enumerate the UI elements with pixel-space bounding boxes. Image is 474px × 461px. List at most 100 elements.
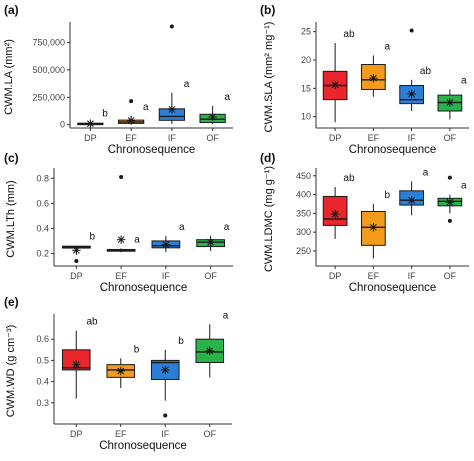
mean-marker-stroke	[331, 210, 339, 218]
x-axis-title: Chronosequence	[99, 440, 187, 452]
mean-marker-stroke	[117, 236, 125, 244]
mean-marker-stroke	[72, 361, 80, 369]
box-DP: b	[62, 232, 95, 263]
panel-e: (e) 0.3 0.4 0.5 0.6 DP EF IF OF Chronosequence CWM…	[4, 295, 232, 452]
mean-marker	[205, 346, 214, 356]
box-DP: b	[77, 108, 108, 128]
box-IF: ab	[399, 28, 432, 111]
significance-letter: b	[384, 190, 390, 201]
significance-letter: a	[223, 310, 229, 321]
panel-c: (c) 0.2 0.4 0.6 0.8 DP EF IF OF Chronosequence CWM…	[4, 151, 233, 294]
y-tick-label: 0.3	[36, 398, 49, 408]
y-axis-title: CWM.LTh (mm)	[5, 180, 17, 257]
y-tick-label: 0.5	[36, 355, 49, 365]
x-tick-label: OF	[204, 271, 217, 281]
y-tick-label: 450	[296, 171, 311, 181]
mean-marker	[116, 235, 126, 244]
panel-label: (d)	[260, 151, 275, 165]
x-tick-label: IF	[408, 133, 417, 143]
significance-letter: ab	[420, 66, 432, 77]
mean-marker	[445, 197, 455, 207]
mean-marker-stroke	[446, 99, 454, 106]
mean-marker	[407, 196, 416, 205]
panel-label: (e)	[4, 295, 19, 309]
box-EF: a	[117, 99, 149, 125]
x-tick-label: DP	[70, 429, 83, 439]
x-axis-title: Chronosequence	[349, 282, 437, 294]
y-tick-label: 20	[301, 55, 311, 65]
y-tick-label: 300	[296, 227, 311, 237]
x-tick-label: EF	[125, 133, 137, 143]
x-tick-label: IF	[161, 429, 170, 439]
mean-marker	[72, 246, 81, 255]
mean-marker	[72, 360, 81, 369]
y-tick-label: 10	[301, 112, 311, 122]
outlier-point	[163, 413, 168, 418]
significance-letter: a	[179, 222, 185, 233]
y-tick-label: 0.8	[36, 173, 49, 183]
y-tick-label: 350	[296, 208, 311, 218]
y-axis-title: CWM.SLA (mm² mg⁻¹)	[263, 22, 275, 133]
mean-marker-stroke	[446, 198, 454, 206]
mean-marker-stroke	[117, 367, 125, 375]
mean-marker-stroke	[127, 117, 135, 124]
significance-letter: a	[143, 102, 149, 113]
mean-marker-stroke	[369, 223, 377, 231]
outlier-point	[447, 218, 452, 223]
y-tick-label: 0.6	[36, 334, 49, 344]
box-OF: a	[195, 310, 229, 378]
y-tick-label: 0	[60, 120, 65, 130]
mean-marker-stroke	[331, 81, 339, 89]
box-IF: a	[399, 167, 429, 216]
x-tick-label: EF	[115, 271, 127, 281]
x-tick-label: IF	[168, 133, 177, 143]
x-tick-label: OF	[206, 133, 219, 143]
significance-letter: a	[461, 75, 467, 86]
x-axis-title: Chronosequence	[349, 144, 437, 156]
box-IF: b	[150, 336, 184, 418]
x-tick-label: DP	[84, 133, 97, 143]
panel-d: (d) 250 300 350 400 450 DP EF IF OF Chronosequence…	[260, 151, 469, 294]
y-tick-label: 25	[301, 27, 311, 37]
mean-marker	[369, 73, 378, 83]
mean-marker	[369, 223, 378, 232]
y-axis-title: CWM.LA (mm²)	[3, 39, 15, 115]
mean-marker	[407, 89, 416, 99]
box-DP: ab	[322, 29, 355, 123]
outlier-point	[447, 175, 452, 180]
y-tick-label: 0.2	[36, 248, 49, 258]
x-tick-label: EF	[115, 429, 127, 439]
significance-letter: a	[423, 167, 429, 178]
significance-letter: ab	[86, 317, 98, 328]
significance-letter: b	[134, 344, 140, 355]
mean-marker	[161, 240, 171, 249]
mean-marker	[206, 237, 215, 247]
mean-marker-stroke	[408, 90, 416, 98]
mean-marker-stroke	[369, 74, 377, 82]
x-tick-label: IF	[408, 271, 417, 281]
mean-marker-stroke	[408, 196, 416, 204]
significance-letter: a	[134, 234, 140, 245]
x-tick-label: EF	[368, 271, 380, 281]
y-axis-title: CWM.WD (g cm⁻³)	[5, 325, 17, 418]
significance-letter: a	[184, 79, 190, 90]
y-tick-label: 400	[296, 190, 311, 200]
significance-letter: b	[102, 108, 108, 119]
box-EF: a	[106, 175, 140, 253]
mean-marker-stroke	[86, 120, 94, 127]
mean-marker-stroke	[162, 241, 170, 249]
significance-letter: a	[224, 222, 230, 233]
box-EF: b	[361, 190, 390, 259]
outlier-point	[409, 28, 414, 33]
box-OF: a	[437, 75, 467, 120]
y-tick-label: 0.4	[36, 377, 49, 387]
panel-label: (b)	[260, 3, 275, 17]
significance-letter: b	[89, 232, 95, 243]
box-IF: a	[158, 24, 190, 124]
significance-letter: a	[384, 41, 390, 52]
mean-marker	[86, 119, 95, 128]
significance-letter: a	[461, 181, 467, 192]
x-tick-label: OF	[444, 271, 457, 281]
mean-marker	[330, 80, 340, 90]
outlier-point	[129, 99, 134, 104]
